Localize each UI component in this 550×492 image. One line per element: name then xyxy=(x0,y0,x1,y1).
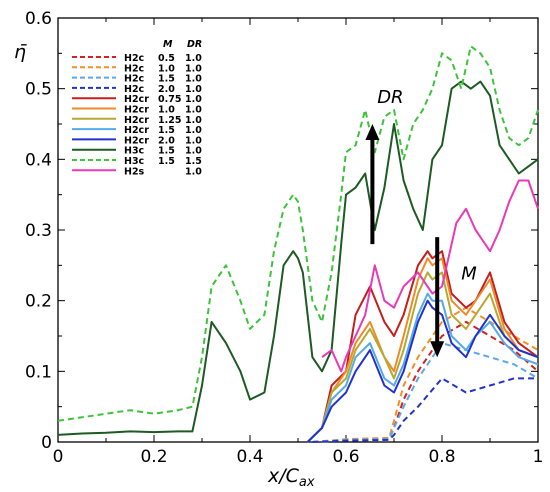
legend-series-name: H2c xyxy=(124,53,144,64)
legend-dr-value: 1.0 xyxy=(185,146,202,157)
y-tick-label: 0.2 xyxy=(25,292,52,312)
dr-arrow-head xyxy=(365,124,380,140)
series-line-h2s-11 xyxy=(321,179,539,373)
series-line-h2cr-7 xyxy=(306,292,539,443)
y-tick-label: 0.5 xyxy=(25,80,52,100)
series-line-h2cr-4 xyxy=(306,250,539,443)
x-tick-label: 1 xyxy=(533,447,544,467)
legend-m-value: 1.5 xyxy=(158,125,175,136)
legend-series-name: H2c xyxy=(124,63,144,74)
y-tick-label: 0 xyxy=(41,433,52,453)
legend-series-name: H3c xyxy=(124,146,144,157)
legend-m-value: 1.5 xyxy=(158,74,175,85)
legend-dr-value: 1.0 xyxy=(185,84,202,95)
legend-series-name: H2cr xyxy=(124,94,149,105)
x-tick-label: 0.2 xyxy=(140,447,167,467)
legend-series-name: H2c xyxy=(124,84,144,95)
annotation-m: M xyxy=(461,263,477,284)
m-arrow-head xyxy=(430,341,445,358)
legend-m-value: 1.0 xyxy=(158,63,175,74)
series-line-h2c-3 xyxy=(312,377,538,443)
x-tick-label: 0.4 xyxy=(236,447,263,467)
legend-series-name: H2s xyxy=(124,166,145,177)
x-tick-label: 0.8 xyxy=(428,447,455,467)
legend-dr-value: 1.0 xyxy=(185,135,202,146)
arrows-group xyxy=(365,124,445,358)
y-axis-label: η̄ xyxy=(14,41,27,63)
series-line-h2cr-6 xyxy=(306,271,539,443)
series-group xyxy=(57,45,539,443)
legend-series-name: H2cr xyxy=(124,135,149,146)
axes: 0 0.2 0.4 0.6 0.8 1 0 0.1 0.2 0.3 0.4 0.5 0.6 xyxy=(25,9,543,467)
legend-series-name: H2cr xyxy=(124,115,149,126)
legend-dr-value: 1.0 xyxy=(185,115,202,126)
legend-dr-value: 1.0 xyxy=(185,63,202,74)
legend-m-value: 0.75 xyxy=(158,94,181,105)
y-tick-label: 0.3 xyxy=(25,221,52,241)
series-line-h2cr-8 xyxy=(306,299,539,443)
legend-header-m: M xyxy=(163,39,173,50)
legend-m-value: 1.0 xyxy=(158,105,175,116)
legend-dr-value: 1.0 xyxy=(185,53,202,64)
legend-dr-value: 1.0 xyxy=(185,166,202,177)
y-tick-label: 0.6 xyxy=(25,9,52,29)
series-line-h2cr-5 xyxy=(306,257,539,443)
legend-m-value: 0.5 xyxy=(158,53,175,64)
annotations-group: DR M xyxy=(377,87,477,285)
y-tick-label: 0.4 xyxy=(25,150,52,170)
x-tick-label: 0.6 xyxy=(332,447,359,467)
legend-header-dr: DR xyxy=(187,39,202,50)
x-tick-label: 0 xyxy=(53,447,64,467)
legend-m-value: 1.5 xyxy=(158,156,175,167)
legend-m-value: 2.0 xyxy=(158,135,175,146)
legend-dr-value: 1.0 xyxy=(185,105,202,116)
y-tick-label: 0.1 xyxy=(25,362,52,382)
legend-dr-value: 1.0 xyxy=(185,74,202,85)
legend-series-name: H2cr xyxy=(124,105,149,116)
legend-dr-value: 1.5 xyxy=(185,156,202,167)
series-line-h3c-9 xyxy=(57,80,539,436)
legend-dr-value: 1.0 xyxy=(185,94,202,105)
legend-m-value: 1.5 xyxy=(158,146,175,157)
legend-series-name: H3c xyxy=(124,156,144,167)
legend-series-name: H2cr xyxy=(124,125,149,136)
legend-m-value: 2.0 xyxy=(158,84,175,95)
legend-dr-value: 1.0 xyxy=(185,125,202,136)
legend-series-name: H2c xyxy=(124,74,144,85)
annotation-dr: DR xyxy=(377,87,403,108)
x-axis-label: x/Cax xyxy=(267,465,315,490)
legend-m-value: 1.25 xyxy=(158,115,181,126)
